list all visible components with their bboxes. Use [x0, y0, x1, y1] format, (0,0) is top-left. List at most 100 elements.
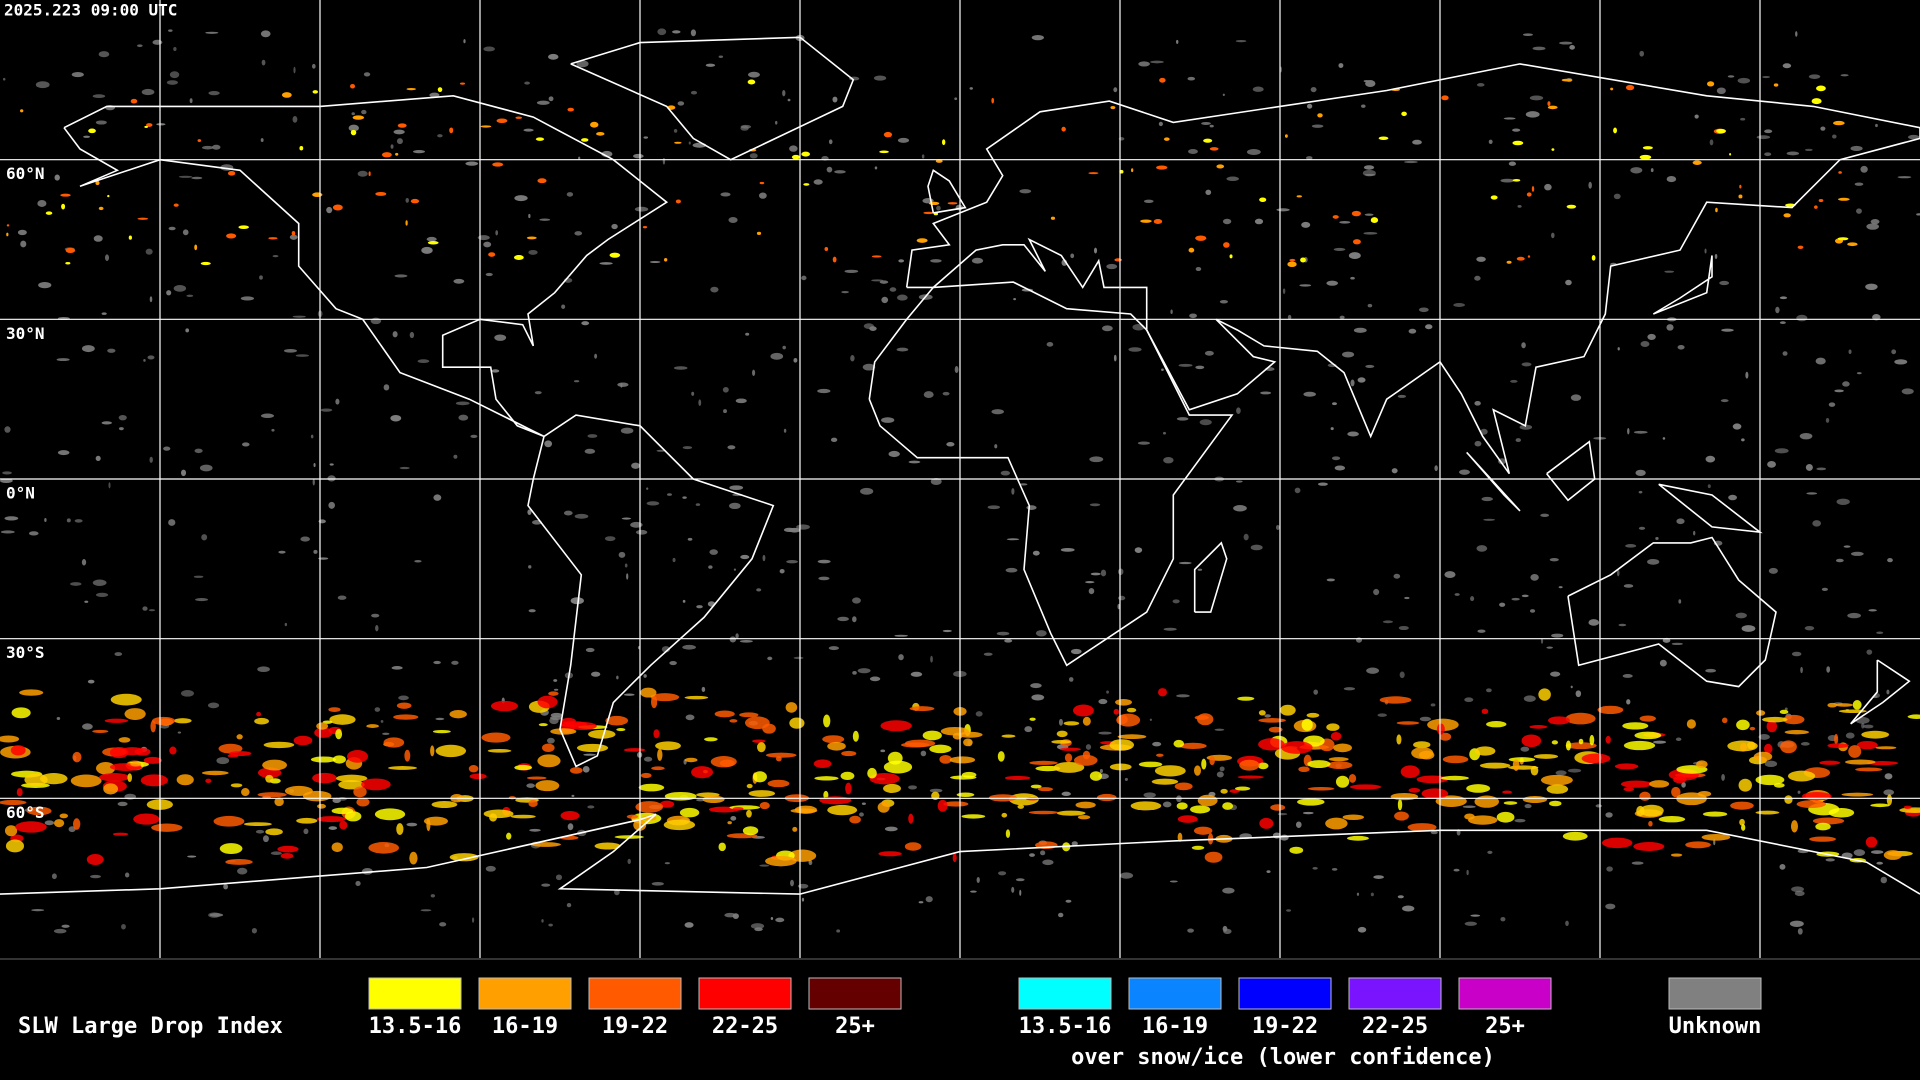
cloud-speck: [828, 139, 833, 145]
slw-speck: [1237, 775, 1264, 779]
cloud-speck: [328, 501, 335, 509]
cloud-speck: [548, 923, 553, 927]
slw-speck: [151, 716, 176, 726]
cloud-speck: [1453, 868, 1460, 872]
slw-speck: [19, 689, 44, 696]
cloud-speck: [623, 693, 635, 696]
cloud-speck: [1356, 892, 1360, 896]
slw-speck: [1342, 814, 1365, 820]
slw-speck: [1685, 841, 1711, 849]
slw-speck: [4, 825, 18, 837]
cloud-speck: [1719, 280, 1730, 286]
latitude-label: 60°N: [6, 164, 45, 183]
slw-speck: [880, 720, 912, 732]
cloud-speck: [994, 444, 998, 449]
cloud-speck: [1512, 128, 1521, 132]
slw-speck: [1190, 805, 1211, 814]
cloud-speck: [293, 66, 296, 74]
slw-speck: [346, 750, 369, 763]
cloud-speck: [439, 922, 447, 927]
slw-speck: [767, 779, 790, 788]
cloud-speck: [1068, 677, 1074, 682]
cloud-speck: [908, 460, 921, 464]
cloud-speck: [729, 485, 744, 491]
slw-speck: [1235, 786, 1251, 791]
slw-speck: [1548, 716, 1570, 725]
cloud-speck: [1767, 461, 1776, 468]
cloud-speck: [458, 414, 469, 421]
cloud-speck: [1152, 741, 1162, 747]
cloud-speck: [1312, 866, 1318, 870]
cloud-speck: [1402, 905, 1415, 912]
slw-speck: [1082, 716, 1091, 726]
cloud-speck: [180, 469, 187, 477]
cloud-speck: [1741, 438, 1745, 442]
cloud-speck: [1876, 631, 1884, 634]
cloud-speck: [1623, 584, 1634, 588]
slw-speck: [538, 723, 548, 727]
cloud-speck: [371, 613, 380, 618]
cloud-speck: [1740, 117, 1746, 121]
cloud-speck: [483, 241, 492, 248]
cloud-speck: [691, 391, 695, 396]
slw-speck: [1397, 798, 1403, 811]
slw-speck: [765, 855, 797, 867]
cloud-speck: [685, 714, 695, 721]
slw-speck: [756, 231, 762, 236]
cloud-speck: [566, 902, 572, 908]
cloud-speck: [193, 575, 204, 578]
slw-speck: [1648, 820, 1653, 827]
cloud-speck: [793, 656, 804, 660]
cloud-speck: [1784, 707, 1788, 711]
cloud-speck: [1299, 284, 1312, 287]
cloud-speck: [643, 136, 649, 139]
cloud-speck: [1287, 314, 1292, 320]
cloud-speck: [1124, 777, 1128, 781]
cloud-speck: [156, 123, 166, 126]
cloud-speck: [1204, 350, 1214, 356]
cloud-speck: [1163, 456, 1174, 464]
slw-speck: [374, 808, 406, 821]
cloud-speck: [723, 409, 727, 414]
cloud-speck: [1088, 587, 1095, 595]
cloud-speck: [1705, 668, 1717, 673]
slw-speck: [449, 853, 479, 862]
cloud-speck: [259, 275, 263, 280]
cloud-field: [0, 28, 1920, 935]
cloud-speck: [682, 446, 693, 450]
cloud-speck: [1246, 149, 1261, 155]
slw-speck: [331, 807, 354, 815]
cloud-speck: [946, 442, 955, 447]
cloud-speck: [361, 109, 367, 115]
cloud-speck: [68, 826, 76, 833]
slw-speck: [368, 171, 371, 177]
slw-speck: [605, 715, 629, 726]
latitude-label: 0°N: [6, 484, 35, 503]
slw-speck: [118, 737, 131, 743]
cloud-speck: [617, 382, 629, 387]
cloud-speck: [1647, 333, 1656, 341]
cloud-speck: [1453, 303, 1466, 307]
slw-speck: [704, 737, 718, 742]
slw-speck: [169, 746, 177, 755]
slw-speck: [1270, 804, 1286, 811]
cloud-speck: [1796, 314, 1808, 322]
cloud-speck: [1162, 431, 1166, 435]
slw-speck: [1490, 195, 1498, 200]
cloud-speck: [71, 72, 84, 78]
coastline: [63, 94, 669, 438]
cloud-speck: [860, 487, 874, 495]
slw-speck: [1439, 732, 1452, 741]
cloud-speck: [420, 909, 432, 912]
cloud-speck: [1487, 850, 1493, 854]
slw-speck: [841, 750, 857, 757]
slw-speck: [1551, 148, 1555, 151]
slw-speck: [937, 799, 948, 812]
cloud-speck: [687, 537, 693, 541]
cloud-speck: [1570, 394, 1582, 401]
cloud-speck: [51, 873, 57, 880]
cloud-speck: [646, 487, 649, 490]
cloud-speck: [208, 912, 221, 918]
cloud-speck: [818, 576, 830, 581]
slw-speck: [1841, 792, 1874, 797]
